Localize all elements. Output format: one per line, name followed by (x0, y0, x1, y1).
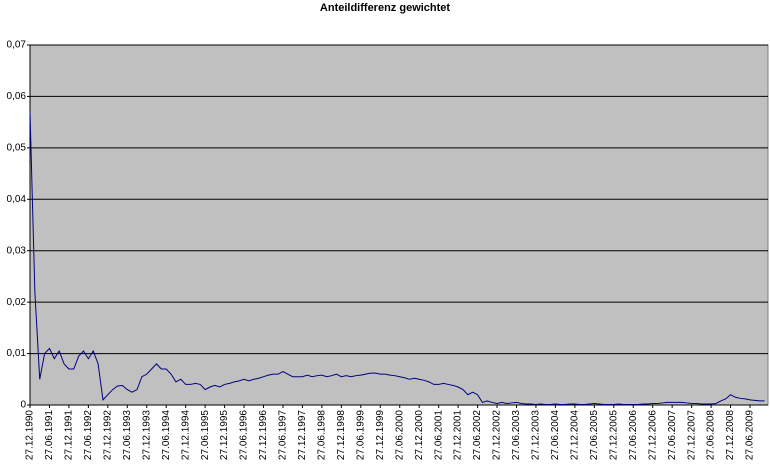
x-tick-label: 27.12.1998 (336, 410, 347, 460)
chart-title: Anteildifferenz gewichtet (320, 2, 451, 14)
x-tick-label: 27.06.1994 (161, 410, 172, 460)
x-tick-label: 27.06.2007 (667, 410, 678, 460)
x-tick-label: 27.06.2009 (745, 410, 756, 460)
x-tick-label: 27.06.1996 (239, 410, 250, 460)
plot-area (29, 44, 769, 406)
x-tick-label: 27.12.1995 (219, 410, 230, 460)
x-tick-label: 27.06.1992 (83, 410, 94, 460)
x-tick-label: 27.06.1995 (200, 410, 211, 460)
x-tick-label: 27.12.2003 (531, 410, 542, 460)
x-tick-label: 27.12.2008 (725, 410, 736, 460)
x-tick-label: 27.06.2000 (394, 410, 405, 460)
x-tick-label: 27.12.2006 (647, 410, 658, 460)
x-tick-label: 27.06.2005 (589, 410, 600, 460)
y-tick-label: 0,04 (7, 194, 27, 205)
x-tick-label: 27.06.2001 (433, 410, 444, 460)
x-tick-label: 27.12.2007 (686, 410, 697, 460)
x-tick-label: 27.12.1999 (375, 410, 386, 460)
x-tick-label: 27.06.2002 (472, 410, 483, 460)
y-tick-label: 0,03 (7, 245, 27, 256)
x-tick-label: 27.12.1997 (297, 410, 308, 460)
y-tick-label: 0,05 (7, 142, 27, 153)
x-tick-label: 27.12.1992 (102, 410, 113, 460)
y-tick-label: 0,06 (7, 91, 27, 102)
y-tick-label: 0,02 (7, 297, 27, 308)
x-tick-label: 27.06.1997 (278, 410, 289, 460)
x-tick-label: 27.06.1993 (122, 410, 133, 460)
y-tick-label: 0 (20, 400, 26, 411)
x-tick-label: 27.12.1991 (64, 410, 75, 460)
x-tick-label: 27.12.2001 (453, 410, 464, 460)
x-tick-label: 27.12.1993 (141, 410, 152, 460)
y-tick-label: 0,01 (7, 348, 27, 359)
x-tick-label: 27.12.2005 (608, 410, 619, 460)
x-tick-label: 27.12.1994 (180, 410, 191, 460)
x-tick-label: 27.12.2002 (492, 410, 503, 460)
x-tick-label: 27.06.2004 (550, 410, 561, 460)
x-tick-label: 27.06.1991 (44, 410, 55, 460)
x-tick-label: 27.06.1999 (355, 410, 366, 460)
x-tick-label: 27.06.1998 (317, 410, 328, 460)
data-line (29, 111, 765, 405)
x-tick-label: 27.06.2006 (628, 410, 639, 460)
x-tick-label: 27.12.1996 (258, 410, 269, 460)
x-tick-label: 27.12.2004 (570, 410, 581, 460)
y-tick-label: 0,07 (7, 40, 27, 51)
x-tick-label: 27.12.2000 (414, 410, 425, 460)
x-tick-label: 27.12.1990 (25, 410, 36, 460)
x-tick-label: 27.06.2003 (511, 410, 522, 460)
x-tick-label: 27.06.2008 (706, 410, 717, 460)
